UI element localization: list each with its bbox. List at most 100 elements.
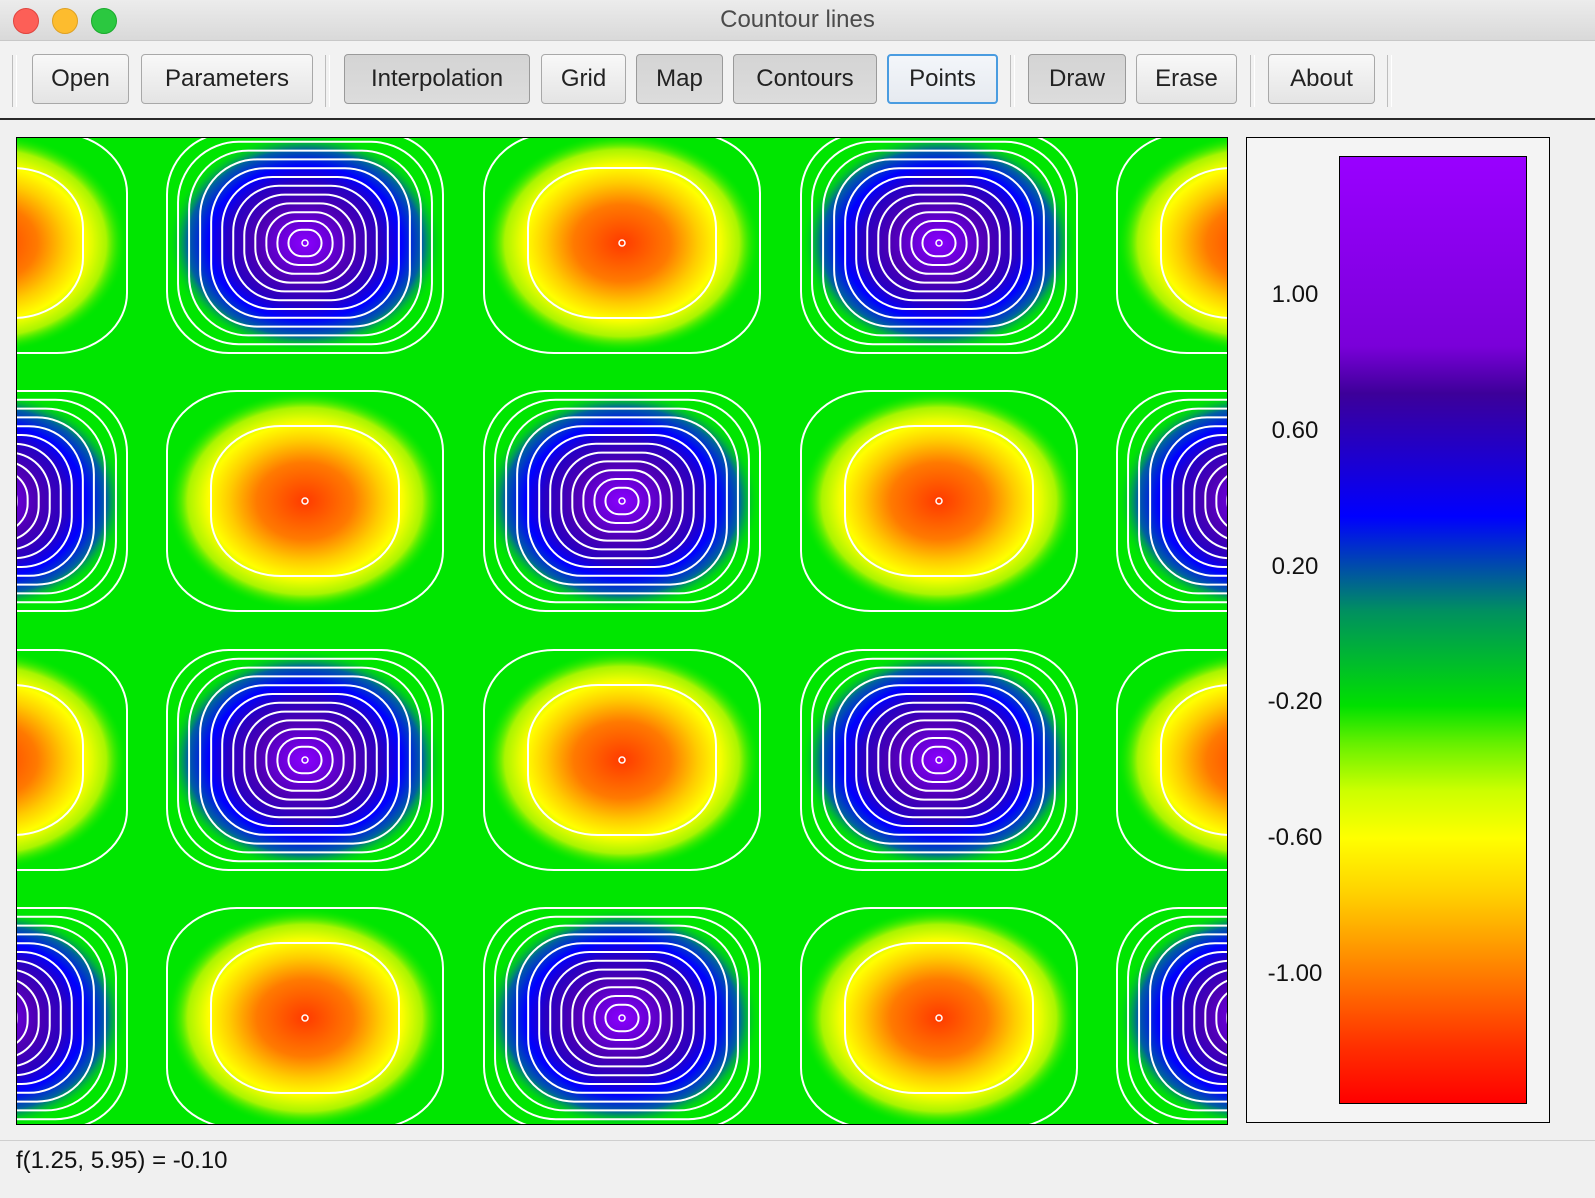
contour-line <box>811 140 1067 346</box>
contour-line <box>254 719 356 801</box>
contour-line <box>254 202 356 284</box>
interpolation-toggle[interactable]: Interpolation <box>344 54 530 104</box>
contour-line <box>210 167 400 319</box>
open-button[interactable]: Open <box>32 54 129 104</box>
contour-line <box>538 951 706 1085</box>
legend-tick-label: -1.00 <box>1267 960 1323 987</box>
zoom-window-button[interactable] <box>91 8 117 34</box>
points-toggle[interactable]: Points <box>887 54 998 104</box>
contour-line <box>17 959 62 1077</box>
grid-toggle[interactable]: Grid <box>541 54 626 104</box>
contour-line <box>17 434 73 568</box>
contour-line <box>910 220 968 266</box>
minimum-region <box>1117 138 1227 353</box>
contour-line <box>844 425 1034 577</box>
contour-line <box>17 933 95 1103</box>
about-button[interactable]: About <box>1268 54 1375 104</box>
contour-line <box>833 158 1045 328</box>
contour-line <box>1160 942 1227 1094</box>
contour-line <box>17 452 51 550</box>
contour-line <box>800 138 1078 354</box>
contour-line <box>921 745 957 775</box>
contour-line <box>811 657 1067 863</box>
contour-line <box>177 657 433 863</box>
contour-line <box>1160 167 1227 319</box>
minimize-window-button[interactable] <box>52 8 78 34</box>
maximum-region <box>801 650 1077 870</box>
minimum-region <box>167 908 443 1124</box>
contour-line <box>866 701 1012 819</box>
contour-line <box>527 167 717 319</box>
window-title: Countour lines <box>720 6 875 33</box>
contour-line <box>276 220 334 266</box>
contour-line <box>494 915 750 1121</box>
contour-line <box>221 176 389 310</box>
contour-map-svg[interactable] <box>17 138 1227 1124</box>
contour-line <box>17 398 117 604</box>
contour-line <box>1116 138 1227 354</box>
extremum-point <box>301 239 309 247</box>
contour-line <box>1204 462 1227 540</box>
extremum-point <box>935 239 943 247</box>
contour-line <box>287 228 323 258</box>
contour-line <box>17 649 128 871</box>
contour-line <box>483 649 761 871</box>
contour-line <box>1116 907 1227 1124</box>
contour-line <box>855 176 1023 310</box>
contour-line <box>1160 684 1227 836</box>
extremum-point <box>618 756 626 764</box>
legend-tick-label: -0.20 <box>1267 688 1323 715</box>
contour-line <box>17 425 84 577</box>
contour-line <box>877 193 1001 293</box>
minimum-region <box>801 391 1077 611</box>
minimum-region <box>484 650 760 870</box>
contour-line <box>877 710 1001 810</box>
contour-line <box>1138 407 1227 595</box>
contour-line <box>494 398 750 604</box>
contour-line <box>166 649 444 871</box>
extremum-point <box>301 1014 309 1022</box>
contour-line <box>822 149 1056 337</box>
contour-line <box>582 986 662 1050</box>
toolbar-separator <box>325 55 330 107</box>
contour-line <box>232 184 378 302</box>
contours-toggle[interactable]: Contours <box>733 54 877 104</box>
contour-line <box>1215 475 1227 527</box>
extremum-point <box>618 497 626 505</box>
draw-toggle[interactable]: Draw <box>1028 54 1126 104</box>
contour-line <box>17 684 84 836</box>
contour-line <box>844 167 1034 319</box>
contour-line <box>17 416 95 586</box>
contour-line <box>549 959 695 1077</box>
contour-line <box>527 942 717 1094</box>
contour-line <box>1160 425 1227 577</box>
contour-line <box>265 211 345 275</box>
contour-line <box>1127 398 1227 604</box>
contour-line <box>17 979 40 1057</box>
contour-line <box>166 907 444 1124</box>
maximum-region <box>484 908 760 1124</box>
contour-line <box>1138 924 1227 1112</box>
contour-map-canvas[interactable] <box>16 137 1228 1125</box>
contour-line <box>177 140 433 346</box>
contour-line <box>17 969 51 1067</box>
legend-tick-label: -0.60 <box>1267 824 1323 851</box>
contour-line <box>210 942 400 1094</box>
parameters-button[interactable]: Parameters <box>141 54 313 104</box>
contour-line <box>593 478 651 524</box>
extremum-point <box>935 1014 943 1022</box>
extremum-point <box>935 497 943 505</box>
contour-line <box>243 193 367 293</box>
contour-line <box>921 228 957 258</box>
contour-line <box>560 451 684 551</box>
contour-line <box>910 737 968 783</box>
contour-line <box>527 425 717 577</box>
contour-line <box>17 942 84 1094</box>
map-toggle[interactable]: Map <box>636 54 723 104</box>
contour-line <box>582 469 662 533</box>
title-bar: Countour lines <box>0 0 1595 41</box>
contour-line <box>1204 979 1227 1057</box>
contour-line <box>276 737 334 783</box>
close-window-button[interactable] <box>13 8 39 34</box>
erase-button[interactable]: Erase <box>1136 54 1237 104</box>
